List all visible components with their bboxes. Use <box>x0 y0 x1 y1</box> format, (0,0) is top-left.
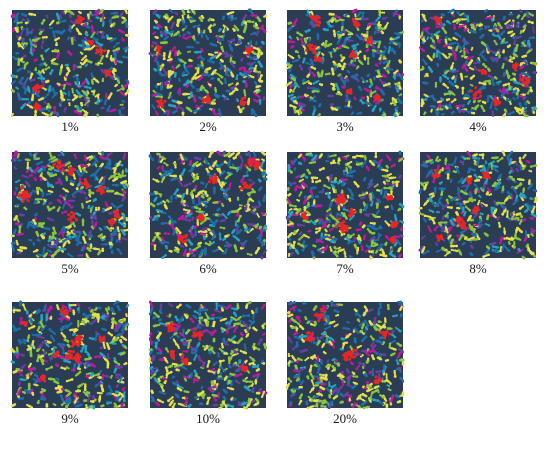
simulation-snapshot <box>418 150 538 260</box>
panel-caption: 10% <box>196 411 220 426</box>
panel-caption: 4% <box>469 119 487 134</box>
panel-caption: 5% <box>61 261 79 276</box>
panel-2: 2% <box>148 8 268 134</box>
panel-4: 4% <box>418 8 538 134</box>
panel-9: 9% <box>10 300 130 426</box>
simulation-snapshot <box>285 300 405 410</box>
simulation-snapshot <box>148 8 268 118</box>
panel-caption: 20% <box>333 411 357 426</box>
panel-11: 20% <box>285 300 405 426</box>
panel-caption: 7% <box>336 261 354 276</box>
panel-1: 1% <box>10 8 130 134</box>
panel-caption: 9% <box>61 411 79 426</box>
panel-10: 10% <box>148 300 268 426</box>
panel-caption: 2% <box>199 119 217 134</box>
simulation-snapshot <box>148 150 268 260</box>
simulation-snapshot <box>10 150 130 260</box>
panel-3: 3% <box>285 8 405 134</box>
panel-7: 7% <box>285 150 405 276</box>
simulation-snapshot <box>285 8 405 118</box>
panel-caption: 1% <box>61 119 79 134</box>
simulation-snapshot <box>10 300 130 410</box>
panel-5: 5% <box>10 150 130 276</box>
panel-8: 8% <box>418 150 538 276</box>
simulation-snapshot <box>148 300 268 410</box>
panel-caption: 8% <box>469 261 487 276</box>
panel-6: 6% <box>148 150 268 276</box>
simulation-snapshot <box>285 150 405 260</box>
panel-caption: 3% <box>336 119 354 134</box>
simulation-snapshot <box>418 8 538 118</box>
simulation-snapshot <box>10 8 130 118</box>
panel-caption: 6% <box>199 261 217 276</box>
